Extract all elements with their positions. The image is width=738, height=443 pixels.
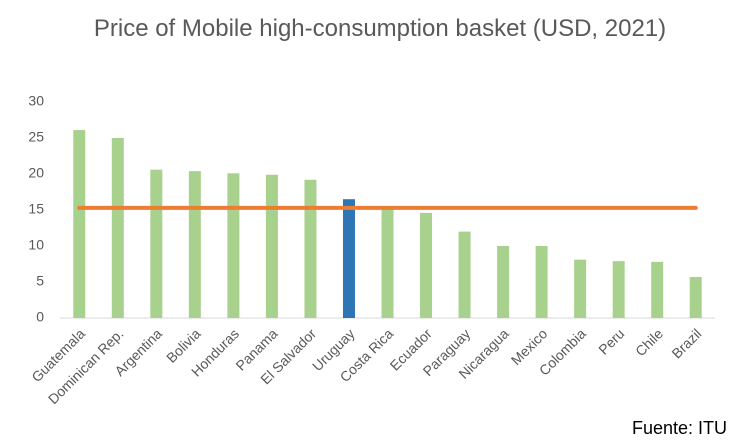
- y-tick-label: 10: [28, 237, 44, 253]
- x-tick-label: Brazil: [668, 325, 704, 361]
- y-tick-label: 20: [28, 165, 44, 181]
- bar: [574, 259, 587, 318]
- bar: [188, 171, 201, 318]
- bar: [342, 199, 355, 318]
- y-tick-label: 0: [36, 309, 44, 325]
- bar: [458, 231, 471, 318]
- bar: [304, 179, 317, 318]
- bar: [111, 138, 124, 318]
- bar: [265, 174, 278, 318]
- bar: [689, 276, 702, 318]
- y-tick-label: 25: [28, 129, 44, 145]
- bar: [651, 261, 664, 318]
- y-tick-label: 30: [28, 93, 44, 109]
- bar: [150, 169, 163, 318]
- bar: [381, 208, 394, 318]
- bar: [612, 261, 625, 318]
- bar: [73, 130, 86, 318]
- bar: [535, 246, 548, 318]
- bar: [227, 173, 240, 318]
- chart-title: Price of Mobile high-consumption basket …: [93, 15, 667, 42]
- x-tick-label: Chile: [632, 325, 666, 359]
- bar: [420, 212, 433, 318]
- source-note: Fuente: ITU: [632, 418, 727, 438]
- x-tick-label: Peru: [595, 325, 627, 357]
- y-tick-label: 15: [28, 201, 44, 217]
- bar: [497, 246, 510, 318]
- y-tick-label: 5: [36, 273, 44, 289]
